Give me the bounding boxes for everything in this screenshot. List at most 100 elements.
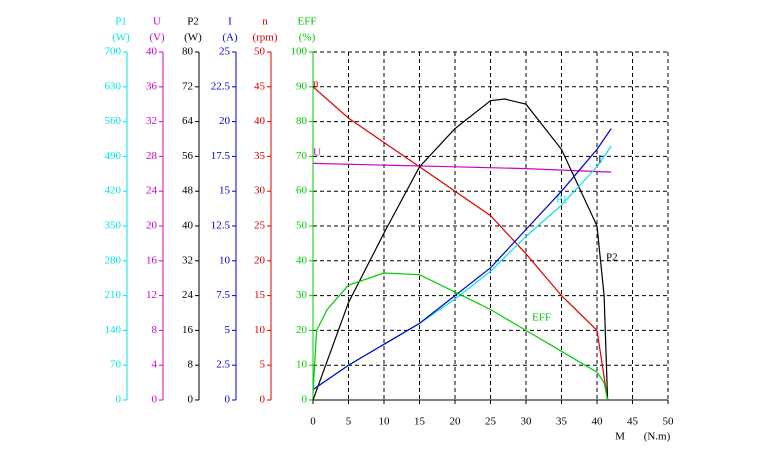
- y-tick-label: 30: [296, 289, 308, 301]
- axis-unit: (W): [112, 32, 130, 44]
- y-tick-label: 350: [105, 220, 122, 232]
- y-tick-label: 12.5: [211, 220, 231, 232]
- y-tick-label: 20: [296, 324, 308, 336]
- y-tick-label: 15: [254, 289, 266, 301]
- y-tick-label: 35: [254, 150, 266, 162]
- y-tick-label: 20: [146, 220, 158, 232]
- curve-label: I: [598, 154, 602, 166]
- y-tick-label: 32: [182, 254, 193, 266]
- y-tick-label: 10: [296, 359, 308, 371]
- axis-unit: (%): [299, 32, 316, 44]
- curve: [312, 272, 609, 401]
- y-tick-label: 280: [105, 254, 122, 266]
- y-tick-label: 80: [182, 46, 194, 58]
- axis-unit: (A): [222, 32, 238, 44]
- y-tick-label: 22.5: [211, 80, 231, 92]
- x-tick-label: 5: [346, 416, 352, 428]
- y-tick-label: 70: [110, 359, 122, 371]
- y-tick-label: 10: [219, 254, 231, 266]
- y-tick-label: 36: [146, 80, 158, 92]
- axis-name: P2: [187, 16, 199, 28]
- y-tick-label: 10: [254, 324, 266, 336]
- y-tick-label: 100: [291, 46, 308, 58]
- x-tick-label: 15: [414, 416, 426, 428]
- y-tick-label: 60: [296, 185, 308, 197]
- curve: [312, 162, 612, 173]
- y-tick-label: 5: [260, 359, 266, 371]
- y-tick-label: 210: [105, 289, 122, 301]
- axis-unit: (V): [149, 32, 165, 44]
- curve: [312, 98, 609, 401]
- y-tick-label: 5: [225, 324, 231, 336]
- y-tick-label: 12: [146, 289, 157, 301]
- axis-name: I: [228, 16, 232, 28]
- x-tick-label: 40: [592, 416, 604, 428]
- y-tick-label: 8: [188, 359, 194, 371]
- axis-name: U: [153, 16, 161, 28]
- y-tick-label: 25: [254, 220, 266, 232]
- axis-name: EFF: [298, 16, 317, 28]
- y-tick-label: 0: [260, 394, 266, 406]
- axis-name: P1: [115, 16, 127, 28]
- y-tick-label: 32: [146, 115, 157, 127]
- y-tick-label: 70: [296, 150, 308, 162]
- x-axis-unit: (N.m): [644, 431, 671, 443]
- y-tick-label: 30: [254, 185, 266, 197]
- y-tick-label: 16: [146, 254, 158, 266]
- y-tick-label: 40: [296, 254, 308, 266]
- y-tick-label: 28: [146, 150, 158, 162]
- y-tick-label: 420: [105, 185, 122, 197]
- y-tick-label: 16: [182, 324, 194, 336]
- x-tick-label: 50: [663, 416, 675, 428]
- y-tick-label: 700: [105, 46, 122, 58]
- y-tick-label: 24: [146, 185, 158, 197]
- y-tick-label: 25: [219, 46, 231, 58]
- y-tick-label: 0: [188, 394, 194, 406]
- y-tick-label: 140: [105, 324, 122, 336]
- y-tick-label: 0: [152, 394, 158, 406]
- y-tick-label: 2.5: [216, 359, 230, 371]
- curve-label: P2: [606, 252, 618, 264]
- curve-label: n: [313, 78, 319, 90]
- y-tick-label: 490: [105, 150, 122, 162]
- y-tick-label: 0: [116, 394, 122, 406]
- x-tick-label: 25: [485, 416, 497, 428]
- y-tick-label: 24: [182, 289, 194, 301]
- y-tick-label: 45: [254, 80, 266, 92]
- y-tick-label: 80: [296, 115, 308, 127]
- axis-unit: (W): [184, 32, 202, 44]
- y-tick-label: 56: [182, 150, 194, 162]
- x-tick-label: 45: [627, 416, 639, 428]
- y-tick-label: 0: [225, 394, 231, 406]
- y-tick-label: 0: [302, 394, 308, 406]
- y-tick-label: 630: [105, 80, 122, 92]
- y-tick-label: 4: [152, 359, 158, 371]
- y-tick-label: 50: [254, 46, 266, 58]
- x-tick-label: 30: [521, 416, 533, 428]
- curve: [312, 145, 612, 391]
- y-tick-label: 64: [182, 115, 194, 127]
- curve: [312, 86, 609, 401]
- x-tick-label: 35: [556, 416, 568, 428]
- y-tick-label: 40: [182, 220, 194, 232]
- curve-label: P1: [556, 194, 568, 206]
- curve-label: U: [313, 147, 321, 159]
- y-tick-label: 48: [182, 185, 194, 197]
- x-tick-label: 20: [450, 416, 462, 428]
- y-tick-label: 7.5: [216, 289, 230, 301]
- y-tick-label: 50: [296, 220, 308, 232]
- y-tick-label: 15: [219, 185, 231, 197]
- y-tick-label: 560: [105, 115, 122, 127]
- y-tick-label: 40: [254, 115, 266, 127]
- curve-label: EFF: [532, 312, 551, 324]
- x-tick-label: 0: [310, 416, 316, 428]
- y-tick-label: 20: [254, 254, 266, 266]
- curve: [312, 128, 612, 391]
- x-axis-label: M: [615, 431, 625, 443]
- y-tick-label: 90: [296, 80, 308, 92]
- y-tick-label: 17.5: [211, 150, 231, 162]
- y-tick-label: 20: [219, 115, 231, 127]
- x-tick-label: 10: [379, 416, 391, 428]
- y-tick-label: 72: [182, 80, 193, 92]
